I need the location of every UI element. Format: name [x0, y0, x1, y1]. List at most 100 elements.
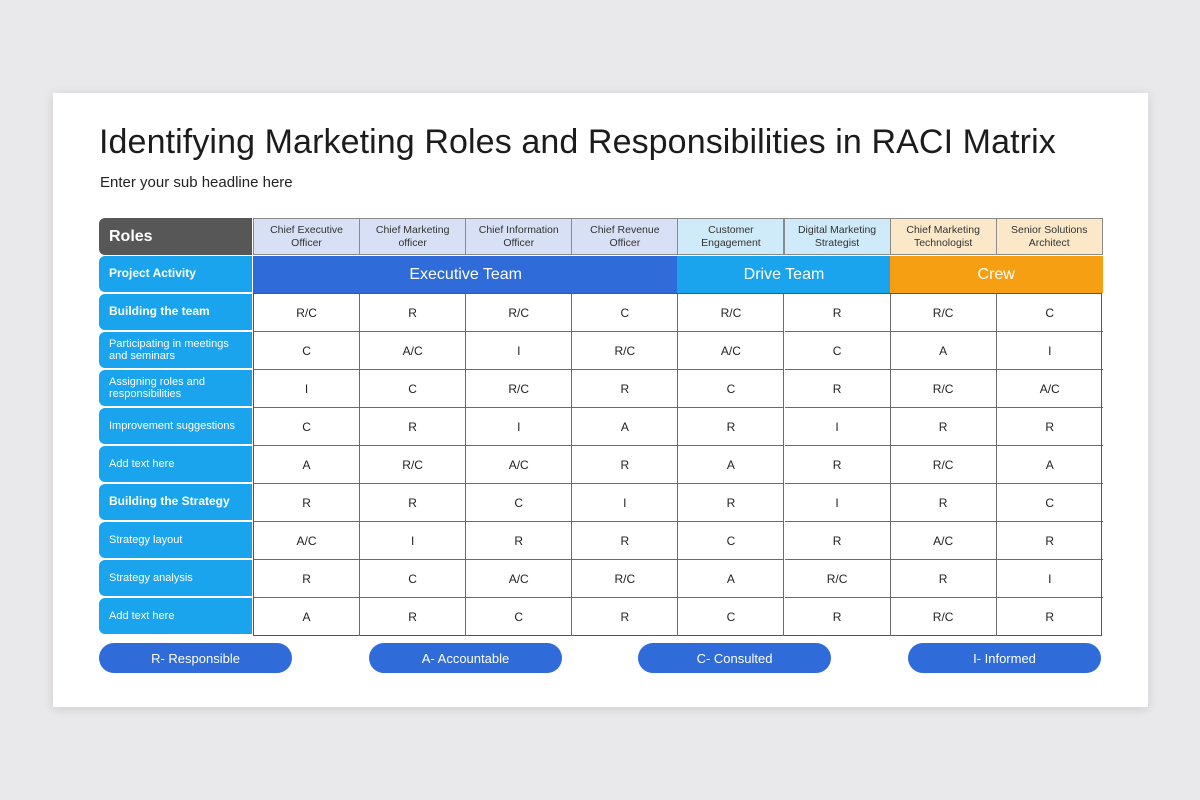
- raci-cell: C: [996, 294, 1103, 332]
- raci-cell: C: [784, 332, 891, 370]
- raci-cell: R/C: [891, 598, 997, 636]
- raci-cell: C: [360, 370, 467, 408]
- raci-cell: C: [254, 408, 361, 446]
- row-label: Strategy analysis: [99, 560, 252, 596]
- raci-cell: R: [890, 484, 997, 522]
- raci-cell: A/C: [360, 332, 467, 370]
- raci-cell: R/C: [678, 294, 785, 332]
- raci-cell: A: [678, 560, 785, 598]
- raci-cell: A: [254, 446, 361, 484]
- raci-cell: R: [678, 408, 785, 446]
- column-header: Chief Marketing Technologist: [889, 218, 997, 255]
- raci-cell: C: [466, 484, 573, 522]
- raci-cell: R: [572, 598, 679, 636]
- raci-cell: R: [890, 560, 997, 598]
- raci-grid: R/C R R/C C R/C R R/C C C A/C I R/C A/C C A I I C R/C R C R R/…: [253, 293, 1103, 636]
- row-label: Project Activity: [99, 256, 252, 292]
- raci-cell: C: [678, 522, 785, 560]
- raci-cell: R/C: [572, 332, 679, 370]
- row-label: Add text here: [99, 446, 252, 482]
- page-title: Identifying Marketing Roles and Responsi…: [99, 123, 1056, 161]
- raci-cell: A/C: [996, 370, 1103, 408]
- raci-cell: R/C: [466, 294, 573, 332]
- legend-pill: R- Responsible: [99, 643, 292, 673]
- row-label: Building the team: [99, 294, 252, 330]
- raci-cell: R: [785, 598, 891, 636]
- raci-cell: A/C: [678, 332, 785, 370]
- raci-cell: A/C: [466, 446, 573, 484]
- raci-cell: R: [572, 370, 679, 408]
- raci-cell: R: [784, 294, 891, 332]
- column-header: Chief Revenue Officer: [571, 218, 679, 255]
- column-header: Customer Engagement: [677, 218, 785, 255]
- column-header: Digital Marketing Strategist: [783, 218, 891, 255]
- raci-cell: R: [678, 484, 785, 522]
- raci-cell: R: [254, 484, 361, 522]
- raci-cell: R: [890, 408, 997, 446]
- raci-cell: I: [784, 408, 891, 446]
- raci-cell: R: [784, 522, 891, 560]
- raci-cell: R: [360, 598, 467, 636]
- legend-pill: C- Consulted: [638, 643, 831, 673]
- raci-cell: R/C: [890, 370, 997, 408]
- raci-cell: I: [996, 332, 1103, 370]
- raci-cell: I: [996, 560, 1103, 598]
- raci-cell: R/C: [572, 560, 679, 598]
- raci-cell: R: [360, 484, 467, 522]
- column-header: Senior Solutions Architect: [995, 218, 1103, 255]
- raci-cell: A/C: [466, 560, 573, 598]
- raci-cell: R: [254, 560, 361, 598]
- row-label: Strategy layout: [99, 522, 252, 558]
- column-header: Chief Executive Officer: [253, 218, 361, 255]
- slide: Identifying Marketing Roles and Responsi…: [53, 93, 1148, 707]
- raci-cell: R: [784, 446, 891, 484]
- column-header: Chief Information Officer: [465, 218, 573, 255]
- raci-cell: A: [254, 598, 361, 636]
- raci-cell: I: [466, 408, 573, 446]
- raci-cell: C: [360, 560, 467, 598]
- raci-cell: R: [360, 408, 467, 446]
- raci-cell: R: [572, 446, 679, 484]
- page-subtitle: Enter your sub headline here: [100, 174, 293, 191]
- roles-header: Roles: [99, 218, 252, 255]
- raci-cell: C: [996, 484, 1103, 522]
- raci-cell: R: [360, 294, 467, 332]
- raci-cell: C: [466, 598, 573, 636]
- raci-cell: R/C: [360, 446, 467, 484]
- raci-cell: C: [572, 294, 679, 332]
- raci-cell: A: [678, 446, 785, 484]
- row-label: Assigning roles and responsibilities: [99, 370, 252, 406]
- raci-cell: R: [572, 522, 679, 560]
- legend-pill: A- Accountable: [369, 643, 562, 673]
- raci-cell: C: [678, 598, 785, 636]
- raci-cell: A/C: [890, 522, 997, 560]
- raci-cell: I: [466, 332, 573, 370]
- team-band: Drive Team: [677, 256, 891, 293]
- raci-cell: A: [890, 332, 997, 370]
- raci-cell: R: [996, 408, 1103, 446]
- row-label: Improvement suggestions: [99, 408, 252, 444]
- row-label: Building the Strategy: [99, 484, 252, 520]
- raci-cell: A/C: [254, 522, 361, 560]
- raci-cell: I: [572, 484, 679, 522]
- raci-cell: I: [254, 370, 361, 408]
- team-band: Executive Team: [253, 256, 679, 293]
- raci-cell: C: [678, 370, 785, 408]
- raci-cell: A: [572, 408, 679, 446]
- team-band: Crew: [889, 256, 1103, 293]
- raci-cell: A: [996, 446, 1103, 484]
- raci-cell: R/C: [890, 446, 997, 484]
- column-header: Chief Marketing officer: [359, 218, 467, 255]
- raci-cell: I: [360, 522, 467, 560]
- raci-cell: R: [1045, 610, 1055, 624]
- raci-cell: R/C: [890, 294, 997, 332]
- raci-cell: R/C: [254, 294, 361, 332]
- raci-cell: R: [784, 370, 891, 408]
- legend-pill: I- Informed: [908, 643, 1101, 673]
- raci-cell: R/C: [784, 560, 891, 598]
- row-label: Add text here: [99, 598, 252, 634]
- raci-cell: I: [784, 484, 891, 522]
- raci-cell: C: [254, 332, 361, 370]
- raci-cell: R: [996, 522, 1103, 560]
- raci-cell: R/C: [466, 370, 573, 408]
